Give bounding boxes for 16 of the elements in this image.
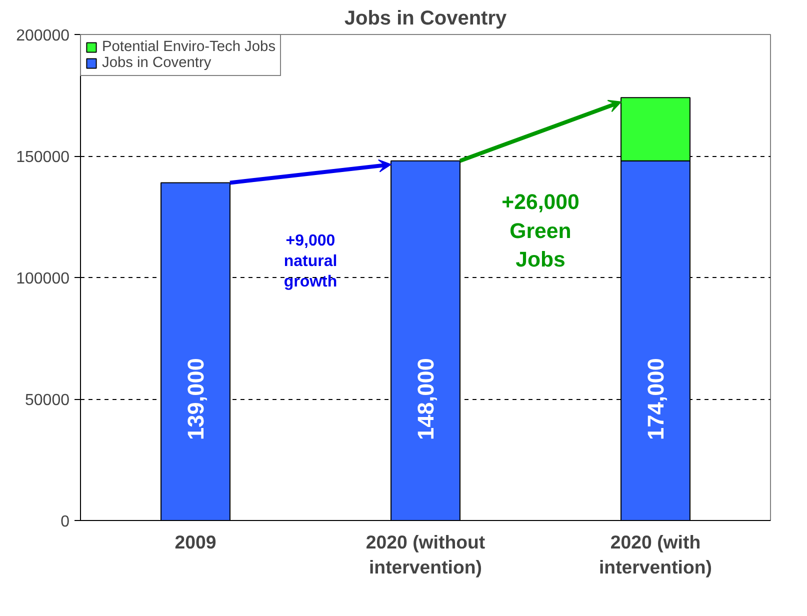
chart-title: Jobs in Coventry	[344, 8, 508, 30]
legend-label: Jobs in Coventry	[102, 55, 212, 71]
y-tick-label: 100000	[16, 270, 70, 288]
y-tick-label: 200000	[16, 28, 70, 44]
y-tick-label: 50000	[25, 392, 70, 409]
y-tick-label: 0	[60, 514, 70, 530]
total-label: 139,000	[182, 358, 208, 440]
total-label: 148,000	[412, 358, 438, 440]
annotation: +26,000 Green Jobs	[502, 190, 580, 272]
x-tick-label: 2020 (without intervention)	[366, 532, 486, 578]
total-label: 174,000	[642, 358, 668, 440]
x-tick-label: 2020 (with intervention)	[599, 532, 712, 578]
legend-label: Potential Enviro-Tech Jobs	[102, 39, 276, 55]
annotation: +9,000 natural growth	[284, 232, 338, 290]
x-tick-label: 2009	[174, 532, 216, 552]
y-tick-label: 150000	[16, 149, 70, 166]
